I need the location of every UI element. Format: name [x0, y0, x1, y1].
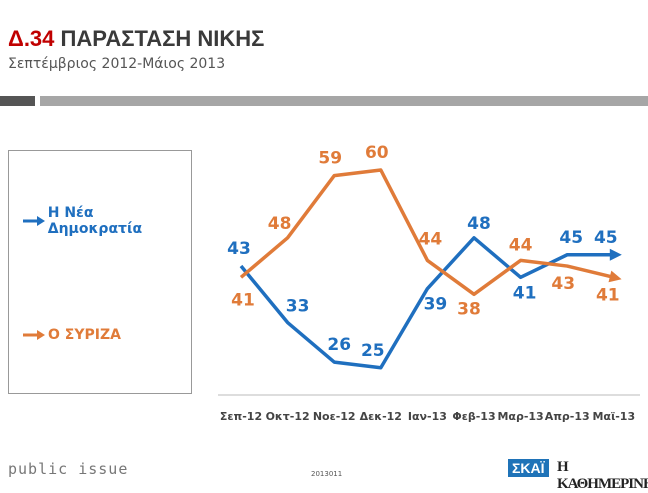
x-tick-label: Νοε-12: [313, 410, 356, 423]
data-label: 45: [594, 228, 618, 248]
x-tick-label: Απρ-13: [545, 410, 590, 423]
x-tick-label: Ιαν-13: [408, 410, 447, 423]
data-label: 26: [327, 335, 351, 355]
x-tick-label: Οκτ-12: [266, 410, 310, 423]
arrow-head: [610, 249, 622, 261]
data-label: 60: [365, 143, 389, 163]
brand-logo: public issue: [8, 460, 128, 478]
x-tick-label: Μαϊ-13: [592, 410, 635, 423]
data-label: 44: [509, 235, 533, 255]
x-tick-label: Δεκ-12: [360, 410, 402, 423]
data-label: 48: [268, 214, 292, 234]
data-label: 48: [467, 214, 491, 234]
data-label: 25: [361, 341, 385, 361]
partner-logo-kathimerini: Η ΚΑΘΗΜΕΡΙΝΗ: [557, 459, 648, 493]
data-label: 33: [286, 297, 310, 317]
data-label: 39: [424, 295, 448, 315]
data-label: 43: [551, 274, 575, 294]
data-label: 41: [596, 285, 620, 305]
data-label: 45: [559, 228, 583, 248]
data-label: 44: [419, 229, 443, 249]
arrow-head: [608, 271, 622, 285]
data-label: 41: [231, 290, 255, 310]
data-label: 38: [457, 299, 481, 319]
report-code: 2013011: [311, 470, 342, 478]
partner-logo-skai: ΣΚΑΪ: [508, 459, 549, 477]
x-tick-label: Σεπ-12: [220, 410, 262, 423]
data-label: 59: [318, 149, 342, 169]
data-label: 43: [227, 239, 251, 259]
x-tick-label: Μαρ-13: [497, 410, 543, 423]
x-tick-label: Φεβ-13: [452, 410, 495, 423]
data-label: 41: [513, 283, 537, 303]
